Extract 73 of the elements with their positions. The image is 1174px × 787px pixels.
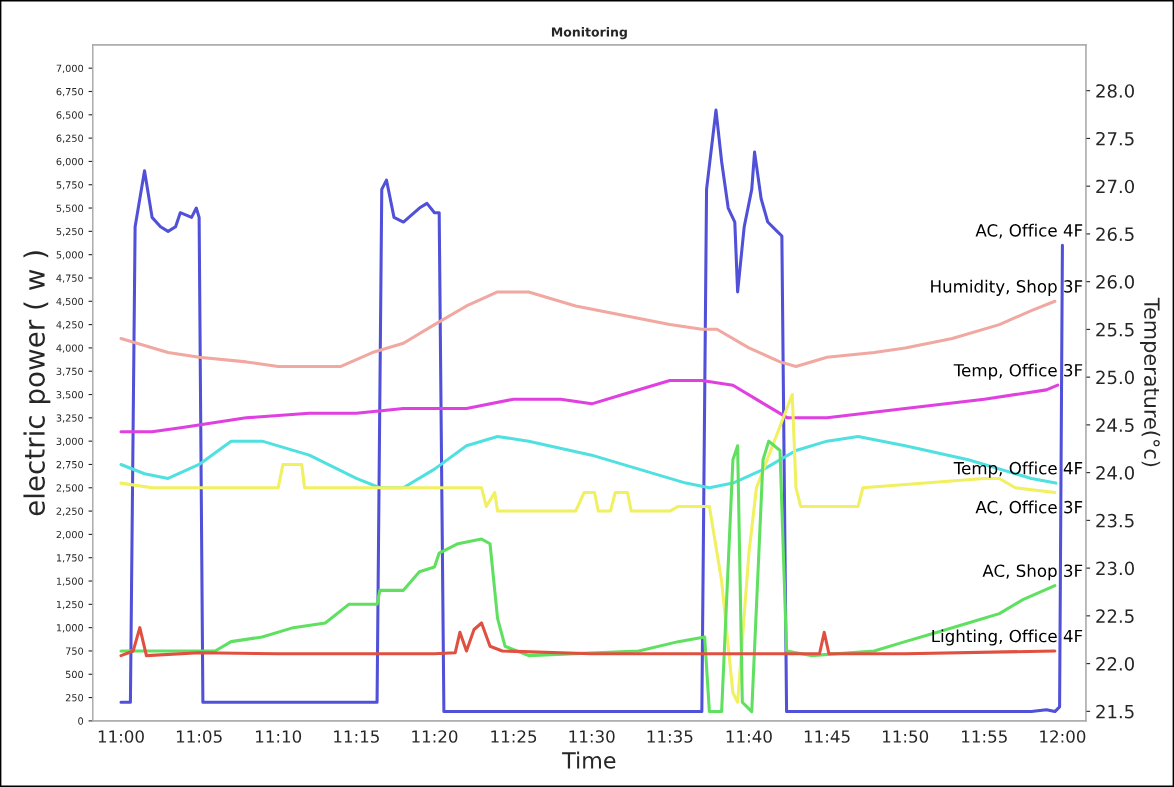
y-tick-label: 5,750 bbox=[56, 181, 84, 190]
y-tick-label: 7,000 bbox=[56, 64, 84, 73]
y2-tick-label: 27.0 bbox=[1096, 179, 1134, 194]
y2-axis-title: Temperature(°c) bbox=[1140, 297, 1161, 467]
y2-tick-label: 25.5 bbox=[1096, 322, 1134, 337]
y-tick-label: 3,500 bbox=[56, 391, 84, 400]
y-tick-label: 6,250 bbox=[56, 134, 84, 143]
chart-title: Monitoring bbox=[551, 27, 627, 40]
y2-tick-label: 24.5 bbox=[1096, 418, 1134, 433]
y2-tick-label: 23.0 bbox=[1096, 561, 1134, 576]
x-tick-label: 12:00 bbox=[1040, 730, 1086, 743]
line-series bbox=[119, 379, 1060, 434]
line-series bbox=[119, 393, 1057, 704]
line-series bbox=[119, 434, 1058, 490]
y-tick-label: 6,000 bbox=[56, 157, 84, 167]
y-tick-label: 2,500 bbox=[56, 484, 84, 493]
y-tick-label: 3,750 bbox=[56, 367, 84, 377]
y-tick-label: 750 bbox=[65, 647, 84, 655]
y-tick-label: 4,500 bbox=[56, 297, 84, 307]
x-tick-label: 11:40 bbox=[726, 730, 772, 743]
y-tick-label: 3,000 bbox=[56, 437, 84, 446]
y2-tick-label: 26.0 bbox=[1096, 275, 1134, 289]
line-series bbox=[119, 108, 1064, 714]
y-tick-label: 3,250 bbox=[56, 414, 84, 423]
y2-tick-label: 24.0 bbox=[1096, 466, 1134, 480]
y-tick-label: 1,250 bbox=[56, 600, 84, 610]
y-tick-label: 1,500 bbox=[56, 577, 84, 586]
series-label: AC, Office 4F bbox=[975, 223, 1083, 239]
y-tick-label: 5,500 bbox=[56, 204, 84, 213]
line-series bbox=[119, 439, 1057, 714]
x-axis-title: Time bbox=[562, 751, 616, 769]
x-tick-label: 11:00 bbox=[98, 730, 144, 743]
series-label: Humidity, Shop 3F bbox=[931, 279, 1083, 296]
y2-tick-label: 26.5 bbox=[1096, 227, 1134, 242]
y-tick-label: 2,750 bbox=[56, 460, 84, 470]
series-label: Temp, Office 4F bbox=[953, 461, 1083, 478]
y-axis-title: electric power ( w ) bbox=[23, 251, 51, 516]
x-tick-label: 11:30 bbox=[569, 730, 615, 743]
y2-tick-label: 22.0 bbox=[1096, 657, 1134, 671]
y2-tick-label: 23.5 bbox=[1096, 513, 1134, 528]
y2-tick-label: 25.0 bbox=[1096, 370, 1134, 385]
y2-tick-label: 22.5 bbox=[1096, 609, 1134, 623]
x-tick-label: 11:25 bbox=[491, 730, 537, 743]
x-tick-label: 11:55 bbox=[962, 730, 1007, 743]
x-tick-label: 11:35 bbox=[647, 730, 693, 743]
y2-tick-label: 28.0 bbox=[1096, 84, 1134, 98]
line-series bbox=[119, 621, 1057, 658]
x-tick-label: 11:20 bbox=[412, 730, 458, 743]
y2-tick-label: 21.5 bbox=[1096, 704, 1134, 719]
y-tick-label: 4,000 bbox=[56, 344, 84, 353]
y-tick-label: 500 bbox=[65, 670, 84, 679]
series-label: Temp, Office 3F bbox=[953, 363, 1083, 380]
y-tick-label: 4,250 bbox=[56, 321, 84, 330]
y-tick-label: 6,750 bbox=[56, 87, 84, 97]
series-label: Lighting, Office 4F bbox=[932, 629, 1083, 646]
y-tick-label: 6,500 bbox=[56, 111, 84, 120]
x-tick-label: 11:10 bbox=[256, 730, 302, 743]
y-tick-label: 1,750 bbox=[56, 554, 84, 563]
y-tick-label: 5,250 bbox=[56, 227, 84, 237]
y-tick-label: 0 bbox=[78, 717, 84, 725]
y-tick-label: 2,000 bbox=[56, 530, 84, 540]
y-tick-label: 5,000 bbox=[56, 251, 84, 260]
x-tick-label: 11:05 bbox=[176, 730, 222, 743]
y-tick-label: 250 bbox=[65, 694, 84, 702]
y-tick-label: 2,250 bbox=[56, 507, 84, 516]
y-tick-label: 1,000 bbox=[56, 624, 84, 633]
x-tick-label: 11:45 bbox=[804, 730, 850, 743]
y-tick-label: 4,750 bbox=[56, 274, 84, 283]
x-tick-label: 11:50 bbox=[883, 730, 929, 743]
series-label: AC, Shop 3F bbox=[982, 564, 1083, 581]
y2-tick-label: 27.5 bbox=[1096, 131, 1134, 146]
series-label: AC, Office 3F bbox=[975, 500, 1083, 516]
x-tick-label: 11:15 bbox=[334, 730, 379, 743]
